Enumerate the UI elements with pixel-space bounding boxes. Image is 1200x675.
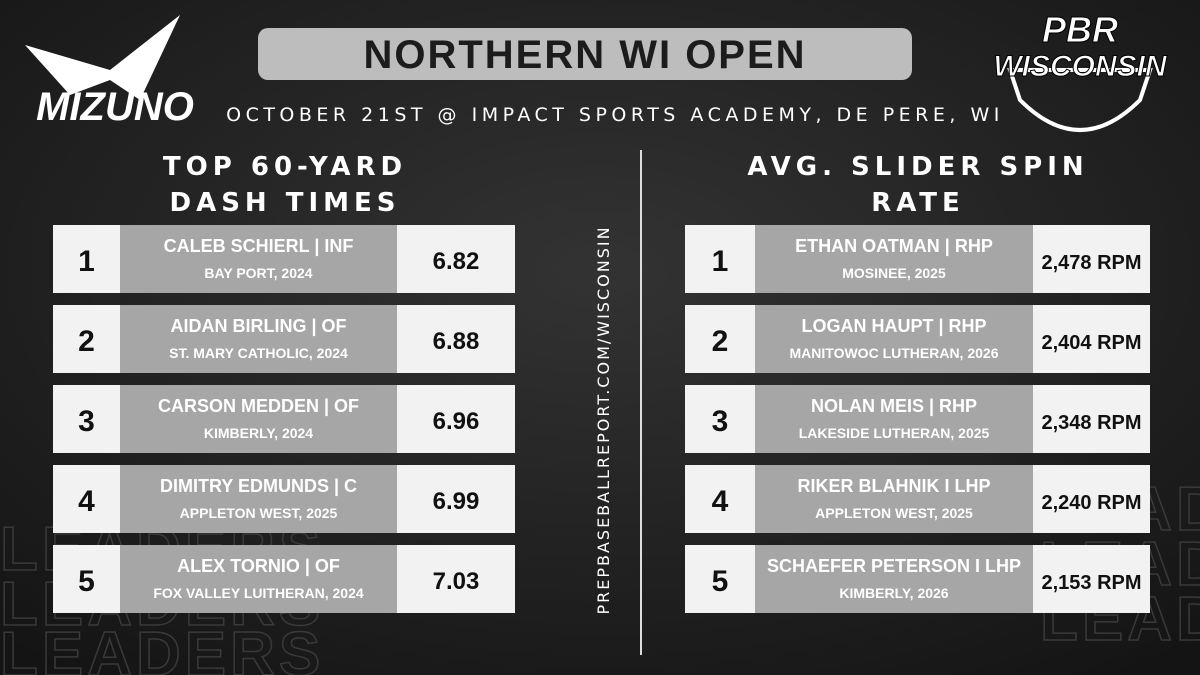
rank-box: [53, 225, 120, 293]
left-logo: MIZUNO: [36, 85, 194, 129]
player-name: AIDAN BIRLING | OF: [170, 316, 346, 336]
player-name: NOLAN MEIS | RHP: [811, 396, 977, 416]
stat-value: 2,153 RPM: [1041, 572, 1141, 594]
name-box: [755, 545, 1033, 613]
stat-value: 2,348 RPM: [1041, 412, 1141, 434]
rank-box: [685, 385, 755, 453]
player-name: CALEB SCHIERL | INF: [164, 236, 354, 256]
school: APPLETON WEST, 2025: [180, 505, 338, 521]
watermark: LEADERS: [0, 620, 324, 675]
right-logo-top: PBR: [1042, 9, 1118, 50]
rank-box: [53, 545, 120, 613]
stat-value: 2,240 RPM: [1041, 492, 1141, 514]
rank: 3: [712, 405, 729, 438]
player-name: SCHAEFER PETERSON I LHP: [767, 556, 1021, 576]
name-box: [120, 465, 397, 533]
player-name: CARSON MEDDEN | OF: [158, 396, 359, 416]
rank-box: [685, 545, 755, 613]
rank: 5: [712, 565, 729, 598]
value-box: [1033, 225, 1150, 293]
school: LAKESIDE LUTHERAN, 2025: [799, 425, 990, 441]
rank: 5: [78, 565, 95, 598]
name-box: [120, 385, 397, 453]
rank: 2: [78, 325, 95, 358]
value-box: [1033, 465, 1150, 533]
title-pill: [258, 28, 912, 80]
value-box: [397, 305, 515, 373]
school: APPLETON WEST, 2025: [815, 505, 973, 521]
player-name: ETHAN OATMAN | RHP: [795, 236, 993, 256]
right-logo-bottom: WISCONSIN: [993, 50, 1168, 83]
name-box: [120, 225, 397, 293]
rank-box: [53, 385, 120, 453]
rank: 4: [78, 485, 95, 518]
pbr-shield: [1007, 68, 1153, 132]
side-url: PREPBASEBALLREPORT.COM/WISCONSIN: [594, 225, 613, 614]
rank-box: [53, 305, 120, 373]
rank: 1: [712, 245, 729, 278]
list-title: DASH TIMES: [169, 188, 400, 218]
stat-value: 6.82: [433, 248, 480, 275]
school: MANITOWOC LUTHERAN, 2026: [790, 345, 999, 361]
rank-box: [685, 305, 755, 373]
stat-value: 6.96: [433, 408, 480, 435]
player-name: LOGAN HAUPT | RHP: [801, 316, 986, 336]
player-name: RIKER BLAHNIK I LHP: [798, 476, 991, 496]
stat-value: 6.99: [433, 488, 480, 515]
name-box: [755, 305, 1033, 373]
value-box: [397, 385, 515, 453]
player-name: DIMITRY EDMUNDS | C: [160, 476, 357, 496]
rank-box: [685, 465, 755, 533]
school: KIMBERLY, 2026: [839, 585, 948, 601]
school: KIMBERLY, 2024: [204, 425, 313, 441]
list-title: RATE: [871, 188, 965, 218]
value-box: [397, 225, 515, 293]
school: MOSINEE, 2025: [842, 265, 946, 281]
stat-value: 7.03: [433, 568, 480, 595]
rank: 3: [78, 405, 95, 438]
rank-box: [685, 225, 755, 293]
rank: 4: [712, 485, 729, 518]
list-title: TOP 60-YARD: [163, 152, 407, 182]
rank: 2: [712, 325, 729, 358]
value-box: [1033, 385, 1150, 453]
name-box: [755, 225, 1033, 293]
rank-box: [53, 465, 120, 533]
list-title: AVG. SLIDER SPIN: [747, 152, 1088, 182]
mizuno-swoosh: [25, 15, 180, 100]
subtitle: OCTOBER 21ST @ IMPACT SPORTS ACADEMY, DE…: [226, 104, 1004, 126]
player-name: ALEX TORNIO | OF: [177, 556, 340, 576]
value-box: [1033, 305, 1150, 373]
school: BAY PORT, 2024: [204, 265, 312, 281]
stat-value: 2,478 RPM: [1041, 252, 1141, 274]
value-box: [397, 465, 515, 533]
school: ST. MARY CATHOLIC, 2024: [169, 345, 348, 361]
stat-value: 2,404 RPM: [1041, 332, 1141, 354]
school: FOX VALLEY LUITHERAN, 2024: [153, 585, 364, 601]
title: NORTHERN WI OPEN: [363, 33, 806, 77]
rank: 1: [78, 245, 95, 278]
name-box: [755, 385, 1033, 453]
name-box: [755, 465, 1033, 533]
name-box: [120, 305, 397, 373]
name-box: [120, 545, 397, 613]
stat-value: 6.88: [433, 328, 480, 355]
value-box: [1033, 545, 1150, 613]
value-box: [397, 545, 515, 613]
